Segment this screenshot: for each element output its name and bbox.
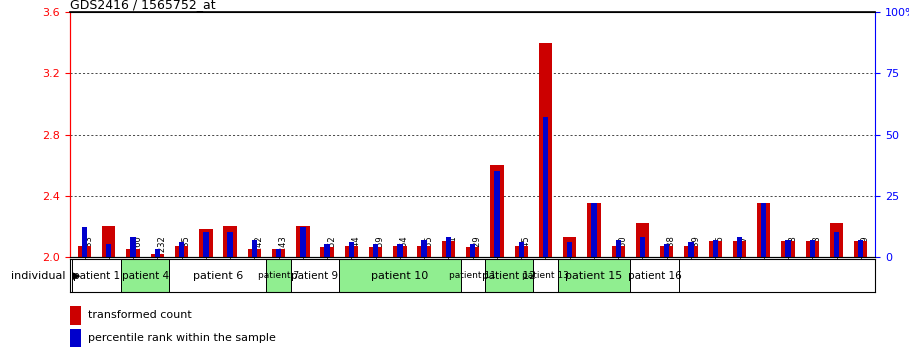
Text: ▶: ▶ (72, 270, 80, 281)
Text: patient 9: patient 9 (292, 270, 338, 281)
Bar (417, 246, 431, 257)
Bar (247, 249, 261, 257)
Bar (397, 244, 403, 257)
Bar (291, 259, 339, 292)
Bar (709, 241, 722, 257)
Bar (563, 237, 576, 257)
Bar (782, 241, 794, 257)
Bar (73, 259, 121, 292)
Bar (567, 242, 573, 257)
Text: patient 7: patient 7 (258, 271, 299, 280)
Bar (543, 118, 548, 257)
Bar (227, 232, 233, 257)
Bar (484, 259, 534, 292)
Bar (224, 226, 236, 257)
Bar (179, 242, 185, 257)
Text: patient 13: patient 13 (522, 271, 569, 280)
Bar (640, 237, 645, 257)
Bar (615, 240, 621, 257)
Bar (82, 227, 87, 257)
Bar (737, 237, 742, 257)
Bar (106, 244, 112, 257)
Bar (345, 246, 358, 257)
Bar (373, 244, 378, 257)
Bar (394, 246, 406, 257)
Bar (834, 232, 839, 257)
Bar (858, 240, 864, 257)
Text: patient 1: patient 1 (73, 270, 120, 281)
Bar (660, 246, 674, 257)
Bar (635, 223, 649, 257)
Text: patient 15: patient 15 (565, 270, 623, 281)
Bar (70, 306, 81, 325)
Bar (276, 249, 281, 257)
Text: GDS2416 / 1565752_at: GDS2416 / 1565752_at (70, 0, 215, 11)
Bar (272, 249, 285, 257)
Bar (591, 203, 596, 257)
Bar (300, 227, 305, 257)
Bar (169, 259, 266, 292)
Bar (349, 242, 355, 257)
Bar (757, 203, 771, 257)
Bar (321, 247, 334, 257)
Bar (761, 203, 766, 257)
Text: individual: individual (11, 270, 65, 281)
Bar (70, 329, 81, 348)
Bar (713, 240, 718, 257)
Bar (175, 246, 188, 257)
Bar (339, 259, 461, 292)
Bar (785, 240, 791, 257)
Bar (534, 259, 557, 292)
Text: patient 12: patient 12 (482, 270, 536, 281)
Bar (490, 165, 504, 257)
Bar (612, 246, 624, 257)
Text: patient 10: patient 10 (371, 270, 428, 281)
Bar (539, 43, 552, 257)
Bar (252, 240, 257, 257)
Bar (810, 240, 815, 257)
Bar (470, 244, 475, 257)
Bar (369, 247, 383, 257)
Bar (733, 241, 746, 257)
Bar (102, 226, 115, 257)
Bar (130, 237, 135, 257)
Bar (151, 253, 164, 257)
Bar (688, 242, 694, 257)
Bar (494, 171, 500, 257)
Bar (684, 246, 698, 257)
Bar (445, 237, 451, 257)
Text: percentile rank within the sample: percentile rank within the sample (87, 333, 275, 343)
Bar (78, 246, 91, 257)
Text: transformed count: transformed count (87, 310, 192, 320)
Text: patient 4: patient 4 (122, 270, 169, 281)
Bar (296, 226, 310, 257)
Bar (121, 259, 169, 292)
Bar (204, 232, 208, 257)
Bar (266, 259, 291, 292)
Bar (557, 259, 630, 292)
Bar (630, 259, 679, 292)
Bar (514, 246, 528, 257)
Bar (126, 249, 140, 257)
Bar (830, 223, 844, 257)
Bar (422, 240, 427, 257)
Bar (587, 203, 601, 257)
Text: patient 6: patient 6 (193, 270, 243, 281)
Bar (325, 244, 330, 257)
Bar (466, 247, 479, 257)
Bar (854, 241, 867, 257)
Bar (199, 229, 213, 257)
Text: patient 16: patient 16 (628, 270, 682, 281)
Bar (155, 249, 160, 257)
Bar (805, 241, 819, 257)
Bar (442, 241, 455, 257)
Bar (518, 242, 524, 257)
Bar (664, 244, 669, 257)
Bar (461, 259, 484, 292)
Text: patient 11: patient 11 (449, 271, 496, 280)
